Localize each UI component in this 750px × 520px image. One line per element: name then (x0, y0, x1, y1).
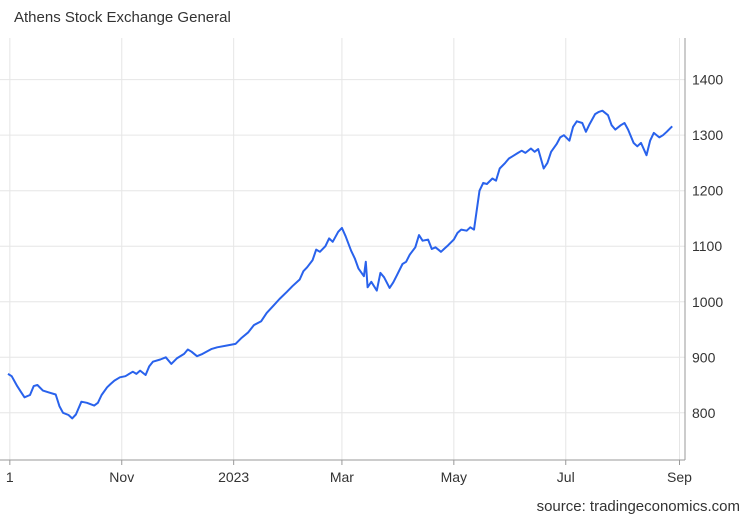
source-credit: source: tradingeconomics.com (536, 498, 740, 515)
x-tick-labels: 1 Nov 2023 Mar May Jul Sep (6, 469, 692, 485)
series-group (7, 109, 673, 420)
gridlines (0, 38, 685, 460)
y-tick-labels: 800 900 1000 1100 1200 1300 1400 (692, 72, 723, 421)
y-tick-label: 800 (692, 405, 716, 421)
y-tick-label: 1300 (692, 127, 723, 143)
chart-title: Athens Stock Exchange General (14, 9, 231, 26)
y-tick-label: 1000 (692, 294, 723, 310)
x-tick-label: Sep (667, 469, 692, 485)
x-tick-label: Jul (557, 469, 575, 485)
series-line (7, 109, 673, 420)
x-tick-label: 1 (6, 469, 14, 485)
y-tick-label: 1100 (692, 238, 722, 254)
y-tick-label: 1200 (692, 183, 723, 199)
x-tick-label: Nov (109, 469, 134, 485)
x-tick-label: Mar (330, 469, 354, 485)
x-tick-label: 2023 (218, 469, 249, 485)
axes (0, 38, 686, 465)
x-tick-label: May (441, 469, 467, 485)
y-tick-label: 900 (692, 349, 716, 365)
y-tick-label: 1400 (692, 72, 723, 88)
